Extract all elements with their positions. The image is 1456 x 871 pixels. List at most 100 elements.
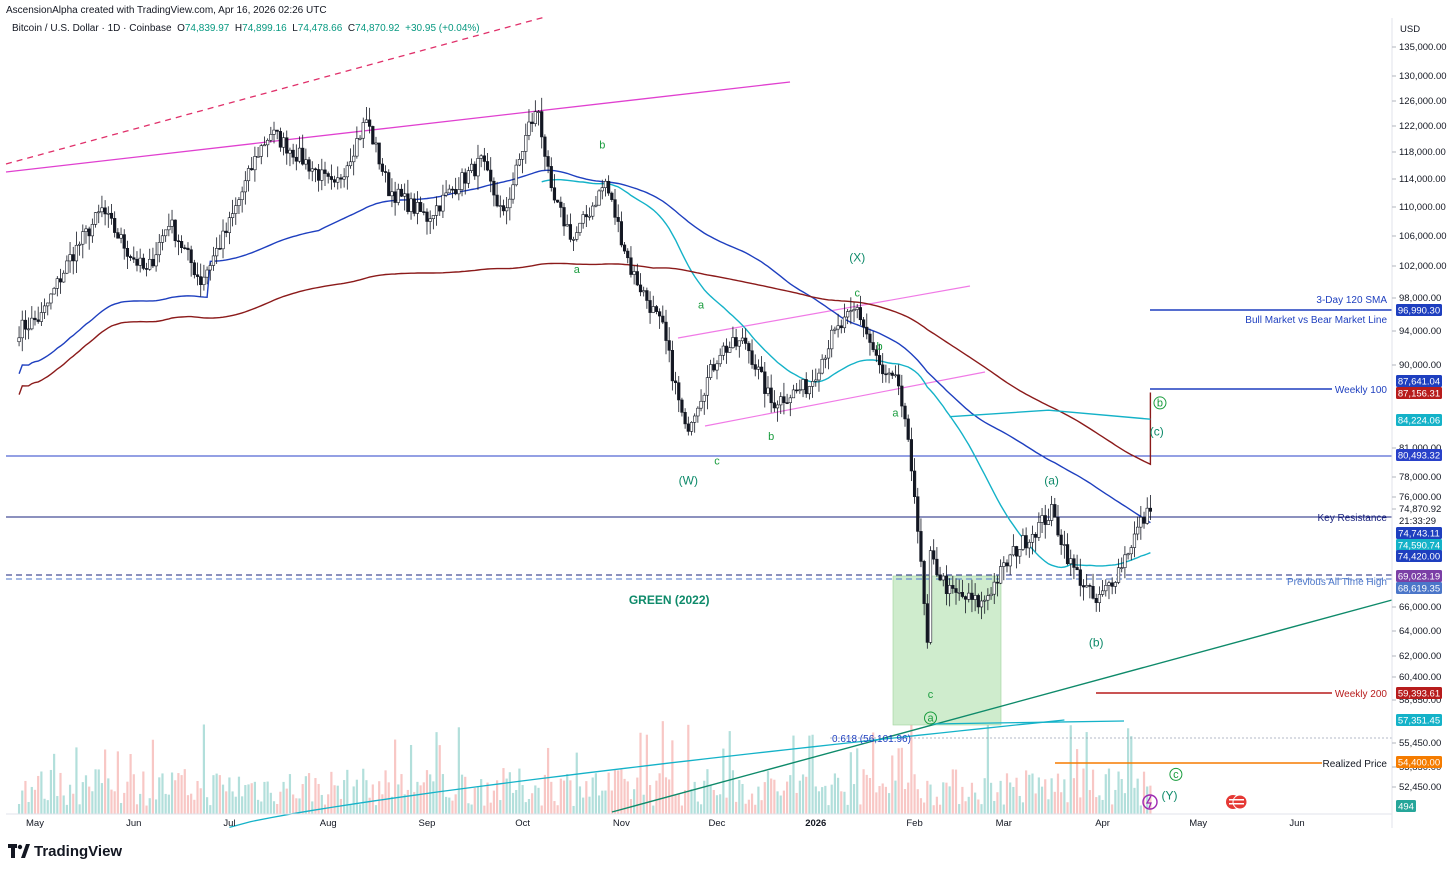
volume-bar <box>139 793 142 814</box>
volume-bar <box>215 773 218 814</box>
volume-bar <box>327 794 330 814</box>
price-tick-label: 126,000.00 <box>1399 96 1447 107</box>
candle <box>983 595 987 614</box>
candle <box>568 213 572 243</box>
candle-body <box>750 350 754 365</box>
candle-body <box>151 258 155 267</box>
candle-body <box>798 389 802 392</box>
candle <box>1097 586 1102 612</box>
tradingview-logo[interactable]: TradingView <box>8 840 122 862</box>
candle-body <box>890 372 894 376</box>
candle <box>1104 579 1108 597</box>
candle-body <box>189 249 193 264</box>
price-tag-text: 54,400.00 <box>1398 758 1440 769</box>
candle-body <box>772 402 776 409</box>
price-tick-label: 110,000.00 <box>1399 202 1446 213</box>
candle <box>810 369 815 398</box>
lightning-event-icon[interactable] <box>1142 794 1158 810</box>
volume-bar <box>620 769 623 814</box>
candle <box>846 308 850 325</box>
volume-bar <box>110 789 113 814</box>
time-tick-label: 2026 <box>805 818 826 829</box>
candle <box>68 242 72 273</box>
price-tag-bg <box>1396 527 1442 539</box>
volume-bar <box>400 774 403 814</box>
candle-body <box>740 337 745 342</box>
us-flag-event-icon-2[interactable] <box>1232 794 1248 810</box>
candle-body <box>482 155 486 162</box>
candle-body <box>434 205 439 216</box>
candle <box>1129 545 1133 561</box>
time-tick-label: Jul <box>223 818 235 829</box>
currency-label: USD <box>1400 24 1420 35</box>
candle <box>508 187 512 221</box>
circled-wave-text: c <box>1173 769 1179 781</box>
volume-bar <box>349 804 352 814</box>
candle <box>581 211 585 229</box>
candle-body <box>629 257 633 275</box>
volume-bar <box>1069 725 1072 814</box>
candle-body <box>272 129 276 135</box>
candle <box>992 572 996 604</box>
ohlc-change: +30.95 (+0.04%) <box>405 23 480 34</box>
volume-bar <box>113 791 116 814</box>
price-tick-label: 114,000.00 <box>1399 174 1446 185</box>
candle <box>84 225 88 244</box>
ohlc-high: 74,899.16 <box>242 23 287 34</box>
volume-bar <box>30 786 33 814</box>
candle <box>801 378 805 398</box>
volume-bar <box>996 792 999 814</box>
candle-body <box>202 276 206 286</box>
candle <box>1034 532 1038 552</box>
candle <box>447 184 451 194</box>
wave-label: a <box>698 300 705 312</box>
candle-body <box>179 241 184 248</box>
volume-bar <box>1111 804 1114 814</box>
candle-body <box>208 265 212 271</box>
candle-body <box>42 305 47 313</box>
candle-body <box>696 407 700 417</box>
candle-body <box>976 595 980 608</box>
candle <box>444 180 448 198</box>
volume-bar <box>1009 782 1012 814</box>
volume-bar <box>773 779 776 814</box>
volume-bar <box>728 731 731 814</box>
candle <box>543 134 547 171</box>
candle <box>1018 549 1022 564</box>
volume-bar <box>980 804 983 814</box>
label-bull-bear-line: Bull Market vs Bear Market Line <box>1245 315 1387 326</box>
candle <box>823 354 827 369</box>
lightning-bolt-icon <box>1145 795 1152 809</box>
volume-bar <box>276 803 279 814</box>
candle-body <box>1132 533 1137 548</box>
volume-bar <box>295 798 298 814</box>
price-tick-label: 135,000.00 <box>1399 42 1447 53</box>
candle-body <box>603 180 608 188</box>
volume-bar <box>862 769 865 814</box>
candle-body <box>559 201 563 208</box>
candle-body <box>737 340 741 347</box>
candle-body <box>967 592 971 600</box>
candle <box>288 147 292 167</box>
candle <box>855 304 859 319</box>
volume-bar <box>763 782 766 814</box>
volume-bar <box>460 774 464 814</box>
volume-bar <box>343 780 346 814</box>
candle-body <box>20 319 24 339</box>
volume-bar <box>550 781 553 814</box>
candle <box>329 164 333 190</box>
price-tick-label: 64,000.00 <box>1399 626 1441 637</box>
price-tag: 74,590.74 <box>1396 539 1442 552</box>
candle <box>1132 521 1137 558</box>
candle-body <box>747 343 751 352</box>
candle-body <box>709 364 713 378</box>
volume-bar <box>21 790 24 814</box>
volume-tag-text: 494 <box>1398 802 1414 813</box>
volume-bar <box>655 780 658 814</box>
candle <box>1113 580 1117 594</box>
candle <box>594 196 598 208</box>
volume-bar <box>495 780 499 814</box>
candle <box>629 246 633 278</box>
candle <box>565 214 569 227</box>
